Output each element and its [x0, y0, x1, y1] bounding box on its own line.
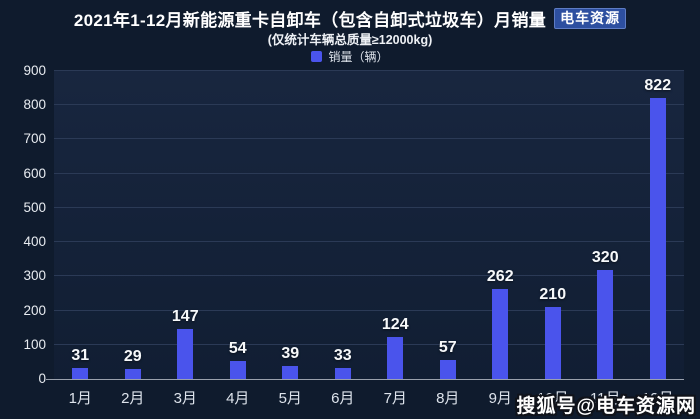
gridline — [54, 172, 684, 174]
x-axis-label: 8月 — [436, 390, 460, 407]
bar-slot: 262 — [474, 71, 527, 379]
gridline — [54, 104, 684, 106]
bar-value-label: 39 — [281, 344, 300, 362]
x-axis-label: 1月 — [68, 390, 92, 407]
y-axis-tick-label: 900 — [23, 63, 46, 78]
gridline — [54, 206, 684, 208]
y-axis-tick-label: 300 — [23, 268, 46, 284]
bar-slot: 57 — [422, 71, 475, 379]
bar-value-label: 262 — [486, 268, 514, 286]
bar-9月[interactable] — [492, 289, 509, 379]
x-axis-label: 2月 — [121, 390, 145, 407]
x-axis-label: 4月 — [226, 390, 250, 407]
x-axis-labels: 1月 2月 3月 4月 5月 6月 7月 8月 9月 10月 11月 12月 — [54, 387, 684, 408]
y-axis-tick-label: 100 — [23, 336, 46, 352]
x-axis-label: 12月 — [641, 390, 674, 407]
y-axis-tick-label: 0 — [38, 371, 46, 386]
bar-value-label: 33 — [333, 346, 352, 364]
chart-subtitle: (仅统计车辆总质量≥12000kg) — [267, 33, 433, 47]
watermark: 搜狐号@电车资源网 — [516, 396, 696, 417]
bar-slot: 124 — [369, 71, 422, 379]
gridline — [54, 241, 684, 243]
bar-6月[interactable] — [334, 367, 351, 379]
x-axis-label: 7月 — [383, 390, 407, 407]
bar-1月[interactable] — [72, 368, 89, 379]
gridline — [54, 138, 684, 140]
bar-slot: 54 — [212, 71, 265, 379]
y-axis-tick-label: 200 — [23, 302, 46, 318]
legend-item-sales[interactable]: 销量（辆） — [0, 48, 700, 65]
bar-value-label: 54 — [228, 339, 247, 357]
title-row: 2021年1-12月新能源重卡自卸车（包含自卸式垃圾车）月销量 电车资源 — [0, 6, 700, 31]
x-axis-label: 6月 — [331, 390, 355, 407]
x-axis-label: 5月 — [278, 390, 302, 407]
bar-slot: 210 — [527, 71, 580, 379]
bar-value-label: 147 — [171, 307, 199, 325]
bar-4月[interactable] — [229, 360, 246, 379]
plot-area: 31 29 147 54 39 33 124 57 262 210 320 822 — [54, 70, 684, 379]
y-axis-tick-label: 700 — [23, 131, 46, 147]
x-axis-line — [46, 379, 684, 380]
bar-8月[interactable] — [439, 359, 456, 379]
bar-slot: 33 — [317, 71, 370, 379]
bar-slot: 822 — [632, 71, 685, 379]
chart-title: 2021年1-12月新能源重卡自卸车（包含自卸式垃圾车）月销量 — [73, 11, 547, 30]
brand-badge: 电车资源 — [554, 7, 627, 30]
gridline — [54, 70, 684, 71]
bar-3月[interactable] — [177, 328, 194, 379]
bar-slot: 31 — [54, 71, 107, 379]
bar-series: 31 29 147 54 39 33 124 57 262 210 320 822 — [54, 71, 684, 379]
y-axis-labels: 0 100 200 300 400 500 600 700 800 900 — [0, 63, 46, 386]
bar-7月[interactable] — [387, 336, 404, 379]
bar-value-label: 320 — [591, 248, 619, 266]
x-axis-label: 3月 — [173, 390, 197, 407]
bar-value-label: 31 — [71, 347, 90, 365]
gridline — [54, 275, 684, 277]
gridline — [54, 343, 684, 345]
bar-slot: 29 — [107, 71, 160, 379]
bar-10月[interactable] — [544, 307, 561, 379]
x-axis-label: 10月 — [536, 390, 569, 407]
bar-slot: 147 — [159, 71, 212, 379]
y-axis-tick-label: 500 — [23, 199, 46, 215]
bar-slot: 320 — [579, 71, 632, 379]
bar-value-label: 210 — [539, 286, 567, 304]
bar-value-label: 57 — [438, 338, 457, 356]
bar-11月[interactable] — [597, 269, 614, 379]
bar-value-label: 29 — [123, 348, 142, 366]
x-axis-label: 9月 — [488, 390, 512, 407]
y-axis-tick-label: 800 — [23, 97, 46, 113]
x-axis-label: 11月 — [589, 390, 621, 407]
legend-label: 销量（辆） — [328, 50, 389, 64]
bar-value-label: 124 — [381, 315, 409, 333]
bar-2月[interactable] — [124, 369, 141, 379]
gridline — [54, 309, 684, 311]
y-axis-tick-label: 400 — [23, 234, 46, 250]
y-axis-tick-label: 600 — [23, 165, 46, 181]
bar-value-label: 822 — [644, 76, 672, 94]
bar-12月[interactable] — [649, 97, 666, 379]
bar-5月[interactable] — [282, 365, 299, 379]
bar-slot: 39 — [264, 71, 317, 379]
legend-marker-icon — [311, 51, 323, 62]
